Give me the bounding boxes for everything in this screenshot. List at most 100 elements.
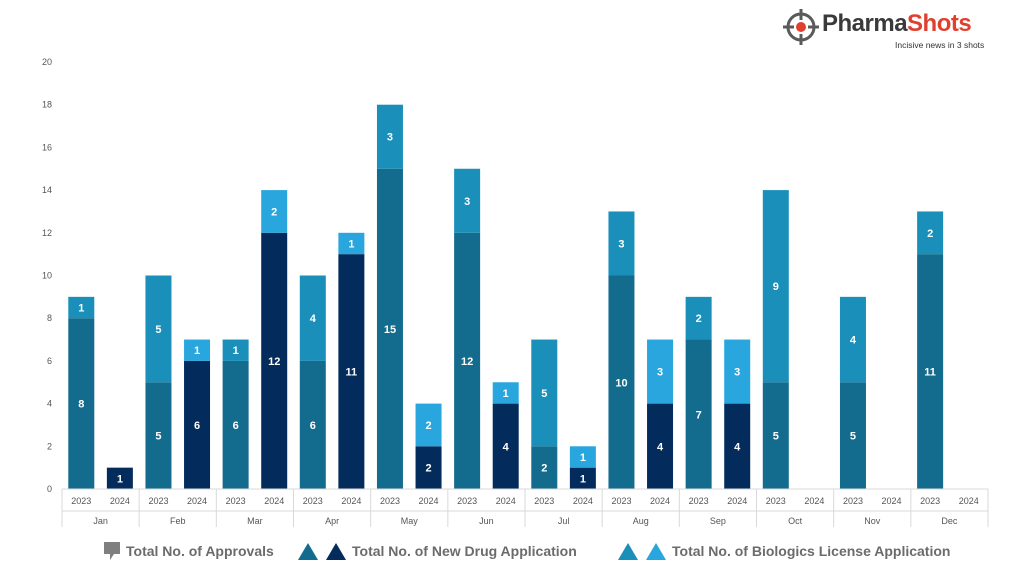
data-label-bla: 2: [696, 313, 702, 325]
x-tick-label-month: Sep: [710, 516, 726, 526]
data-label-bla: 3: [387, 132, 393, 144]
x-tick-label-year: 2024: [110, 496, 130, 506]
data-label-nda: 12: [268, 356, 280, 368]
x-tick-label-year: 2023: [380, 496, 400, 506]
x-tick-label-month: Oct: [788, 516, 803, 526]
bar-bla-jun-2023: [454, 168, 481, 233]
data-label-bla: 1: [78, 303, 84, 315]
bar-nda-apr-2024: [338, 254, 365, 489]
data-label-nda: 2: [425, 463, 431, 475]
x-tick-label-year: 2023: [303, 496, 323, 506]
bar-bla-nov-2023: [839, 296, 866, 383]
triangle-marker-icon: [618, 543, 638, 560]
chart-legend: Total No. of Approvals Total No. of New …: [0, 538, 1024, 564]
data-label-bla: 3: [618, 238, 624, 250]
bar-bla-jul-2024: [569, 446, 596, 468]
data-label-nda: 6: [233, 420, 239, 432]
bar-nda-jan-2023: [68, 318, 95, 489]
x-tick-label-year: 2024: [882, 496, 902, 506]
y-axis: 0 2 4 6 8 10 12 14 16 18 20: [42, 57, 52, 494]
bar-nda-aug-2024: [647, 403, 674, 489]
bar-nda-jul-2023: [531, 446, 558, 489]
brand-name: PharmaShots: [822, 10, 972, 38]
data-label-bla: 9: [773, 281, 779, 293]
x-tick-label-year: 2023: [148, 496, 168, 506]
data-label-bla: 3: [734, 367, 740, 379]
x-tick-label-year: 2024: [419, 496, 439, 506]
bar-nda-jun-2024: [492, 403, 519, 489]
bar-bla-aug-2023: [608, 211, 635, 276]
y-tick-label: 2: [47, 441, 52, 451]
x-tick-label-year: 2024: [264, 496, 284, 506]
data-label-bla: 1: [348, 238, 354, 250]
bar-nda-jan-2024: [106, 467, 133, 489]
brand-name-main: Pharma: [822, 10, 908, 37]
x-tick-label-month: Aug: [633, 516, 649, 526]
x-tick-label-year: 2023: [226, 496, 246, 506]
data-label-nda: 5: [850, 431, 856, 443]
bar-nda-dec-2023: [917, 254, 944, 489]
data-label-nda: 5: [155, 431, 161, 443]
bars: 8115561611226411115322123412511103437243…: [68, 104, 944, 490]
x-tick-label-year: 2024: [804, 496, 824, 506]
bar-bla-apr-2023: [299, 275, 326, 361]
bar-bla-mar-2023: [222, 339, 249, 361]
bar-nda-mar-2024: [261, 232, 288, 490]
x-tick-label-year: 2023: [843, 496, 863, 506]
x-tick-label-year: 2024: [727, 496, 747, 506]
legend-item-approvals: Total No. of Approvals: [102, 538, 274, 564]
data-label-bla: 4: [850, 335, 857, 347]
triangle-marker-icon: [298, 543, 318, 560]
bar-bla-apr-2024: [338, 232, 365, 255]
bar-nda-jun-2023: [454, 232, 481, 490]
data-label-nda: 7: [696, 409, 702, 421]
bar-nda-may-2024: [415, 446, 442, 489]
bar-bla-oct-2023: [762, 190, 789, 383]
data-label-nda: 11: [346, 367, 358, 379]
data-label-bla: 1: [194, 345, 200, 357]
bar-bla-jun-2024: [492, 382, 519, 404]
triangle-marker-icon: [326, 543, 346, 560]
data-label-nda: 11: [924, 367, 936, 379]
callout-marker-icon: [104, 542, 120, 560]
x-tick-label-year: 2023: [611, 496, 631, 506]
bar-nda-nov-2023: [839, 382, 866, 489]
x-tick-label-month: Jan: [93, 516, 108, 526]
y-tick-label: 8: [47, 313, 52, 323]
x-tick-label-year: 2023: [689, 496, 709, 506]
data-label-nda: 1: [117, 473, 123, 485]
data-label-bla: 1: [580, 452, 586, 464]
triangle-marker-icon: [646, 543, 666, 560]
data-label-nda: 10: [615, 377, 627, 389]
legend-item-nda: Total No. of New Drug Application: [296, 538, 577, 564]
x-tick-label-year: 2023: [457, 496, 477, 506]
x-tick-label-year: 2023: [534, 496, 554, 506]
x-tick-label-year: 2024: [959, 496, 979, 506]
y-tick-label: 6: [47, 356, 52, 366]
pharmashots-logo: PharmaShots Incisive news in 3 shots: [782, 8, 992, 50]
bar-bla-sep-2024: [724, 339, 751, 404]
bar-nda-feb-2024: [184, 360, 211, 489]
x-tick-label-month: Jul: [558, 516, 570, 526]
x-tick-label-month: Apr: [325, 516, 339, 526]
data-label-nda: 15: [384, 324, 396, 336]
y-tick-label: 18: [42, 100, 52, 110]
brand-tagline: Incisive news in 3 shots: [895, 40, 985, 50]
bar-bla-aug-2024: [647, 339, 674, 404]
data-label-nda: 8: [78, 399, 84, 411]
data-label-bla: 4: [310, 313, 317, 325]
bar-nda-apr-2023: [299, 360, 326, 489]
x-tick-label-month: Mar: [247, 516, 263, 526]
data-label-bla: 5: [155, 324, 161, 336]
legend-label-bla: Total No. of Biologics License Applicati…: [672, 543, 951, 559]
bar-bla-sep-2023: [685, 296, 712, 340]
data-label-nda: 4: [734, 441, 741, 453]
x-tick-label-year: 2024: [187, 496, 207, 506]
bar-nda-may-2023: [376, 168, 403, 489]
y-tick-label: 20: [42, 57, 52, 67]
bar-nda-jul-2024: [569, 467, 596, 489]
bar-bla-jul-2023: [531, 339, 558, 447]
y-tick-label: 10: [42, 271, 52, 281]
